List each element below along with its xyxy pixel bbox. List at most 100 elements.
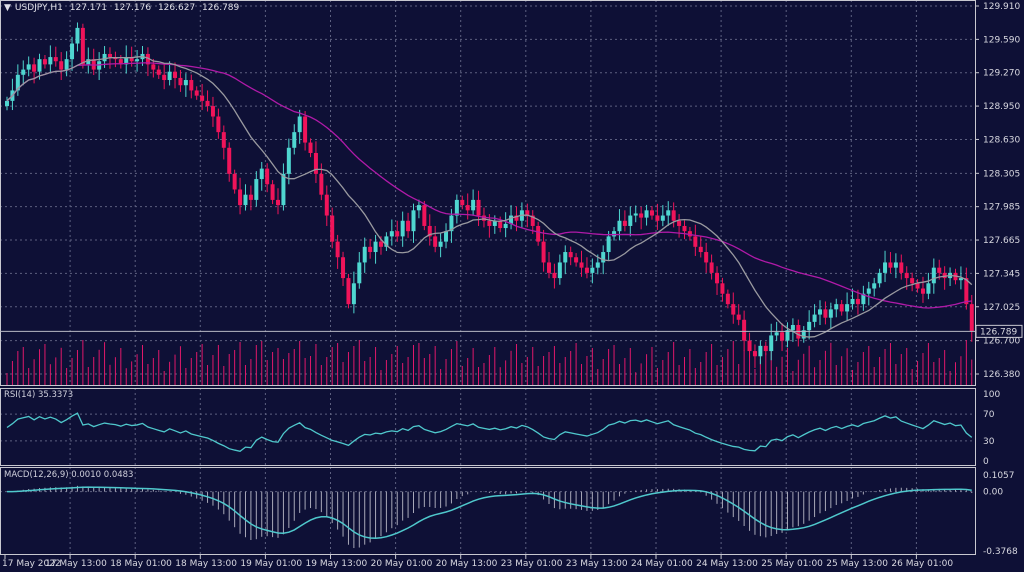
candle-bullish (861, 293, 866, 305)
candle-bearish (715, 272, 720, 284)
candle-bearish (579, 262, 584, 268)
candle-bullish (660, 215, 665, 221)
candle-bearish (915, 283, 920, 289)
candle-bullish (595, 262, 600, 268)
price-tick-label: 128.630 (983, 135, 1020, 145)
moving-averages (6, 55, 973, 338)
price-tick-label: 127.345 (983, 269, 1020, 279)
ma-slow-line (6, 62, 972, 309)
candle-bearish (910, 278, 915, 284)
price-tick-label: 127.025 (983, 303, 1020, 313)
candle-bearish (855, 298, 860, 305)
candle-bullish (75, 27, 80, 44)
candle-bullish (818, 309, 822, 315)
candle-bearish (888, 262, 893, 268)
candle-bullish (351, 283, 356, 305)
candle-bearish (698, 246, 703, 253)
candle-bearish (693, 236, 698, 247)
current-price-label: 126.789 (980, 327, 1017, 337)
candle-bullish (292, 132, 297, 148)
rsi-axis-label: 70 (983, 410, 995, 420)
candle-bearish (498, 220, 503, 229)
candle-bearish (303, 116, 308, 143)
candle-bearish (514, 215, 519, 221)
candle-bullish (834, 304, 839, 310)
time-tick-label: 19 May 13:00 (306, 559, 368, 569)
candle-bearish (649, 210, 654, 216)
candle-bearish (189, 80, 194, 91)
time-tick-label: 23 May 01:00 (501, 559, 563, 569)
candle-bearish (969, 304, 974, 332)
candle-bullish (48, 57, 53, 65)
candle-bearish (395, 231, 400, 237)
macd-label: MACD(12,26,9) (4, 470, 69, 480)
candle-bearish (221, 132, 226, 148)
price-tick-label: 129.910 (983, 2, 1020, 12)
candle-bearish (655, 215, 660, 221)
rsi-value: 35.3373 (37, 390, 74, 400)
candle-bullish (21, 69, 26, 75)
candle-bearish (270, 184, 275, 200)
candle-bearish (568, 252, 573, 258)
candle-bearish (107, 53, 112, 58)
current-price-box (975, 324, 1023, 338)
candle-bearish (378, 241, 383, 247)
candle-bullish (297, 116, 302, 133)
candle-bullish (400, 220, 405, 237)
candle-bearish (704, 252, 709, 263)
candle-bearish (346, 278, 351, 305)
price-tick-label: 128.950 (983, 102, 1020, 112)
candle-bullish (86, 59, 91, 65)
dropdown-triangle-icon[interactable]: ▼ (4, 3, 11, 13)
symbol-header: ▼ USDJPY,H1 127.171 127.176 126.627 126.7… (4, 3, 243, 13)
candle-bearish (725, 293, 730, 305)
candle-bullish (124, 57, 129, 65)
high-value: 127.176 (113, 3, 152, 13)
candle-bearish (639, 213, 644, 218)
time-tick-label: 17 May 13:00 (45, 559, 107, 569)
candle-bullish (373, 241, 378, 253)
rsi-axis-label: 100 (983, 390, 1000, 400)
candle-bearish (536, 225, 541, 242)
candle-bearish (547, 262, 551, 273)
macd-readout: MACD(12,26,9) 0.0010 0.0483 (4, 470, 133, 480)
volume-histogram (6, 340, 973, 385)
time-tick-label: 24 May 13:00 (696, 559, 758, 569)
candle-bullish (384, 236, 389, 247)
time-tick-label: 18 May 13:00 (175, 559, 237, 569)
candle-bearish (920, 288, 925, 294)
macd-panel: 0.1057 0.00 -0.3768 (0, 471, 1018, 557)
candle-bullish (563, 252, 568, 263)
candle-bullish (606, 236, 611, 253)
grid (0, 0, 975, 555)
candle-bearish (487, 220, 492, 226)
candle-bearish (151, 64, 156, 70)
macd-signal-value: 0.0483 (103, 470, 134, 480)
candle-bullish (758, 345, 763, 357)
candle-bullish (503, 223, 508, 229)
candle-bearish (227, 147, 232, 174)
candle-bearish (145, 53, 150, 65)
candle-bullish (444, 231, 449, 242)
candle-bullish (872, 283, 877, 289)
candle-bearish (530, 215, 535, 226)
candle-bearish (276, 199, 280, 206)
candle-bullish (357, 262, 362, 284)
low-value: 126.627 (157, 3, 196, 13)
rsi-line (6, 412, 973, 452)
candle-bullish (644, 210, 649, 218)
candle-bearish (622, 220, 627, 226)
candle-bearish (433, 236, 438, 247)
time-tick-label: 25 May 01:00 (761, 559, 823, 569)
time-tick-label: 20 May 13:00 (436, 559, 498, 569)
candle-bullish (416, 205, 421, 211)
candle-bullish (64, 59, 69, 70)
candle-bullish (509, 215, 514, 224)
candle-bullish (790, 325, 795, 331)
candle-bearish (687, 231, 692, 237)
close-value: 126.789 (202, 3, 240, 13)
candle-bearish (747, 340, 752, 352)
candle-bearish (80, 27, 85, 65)
